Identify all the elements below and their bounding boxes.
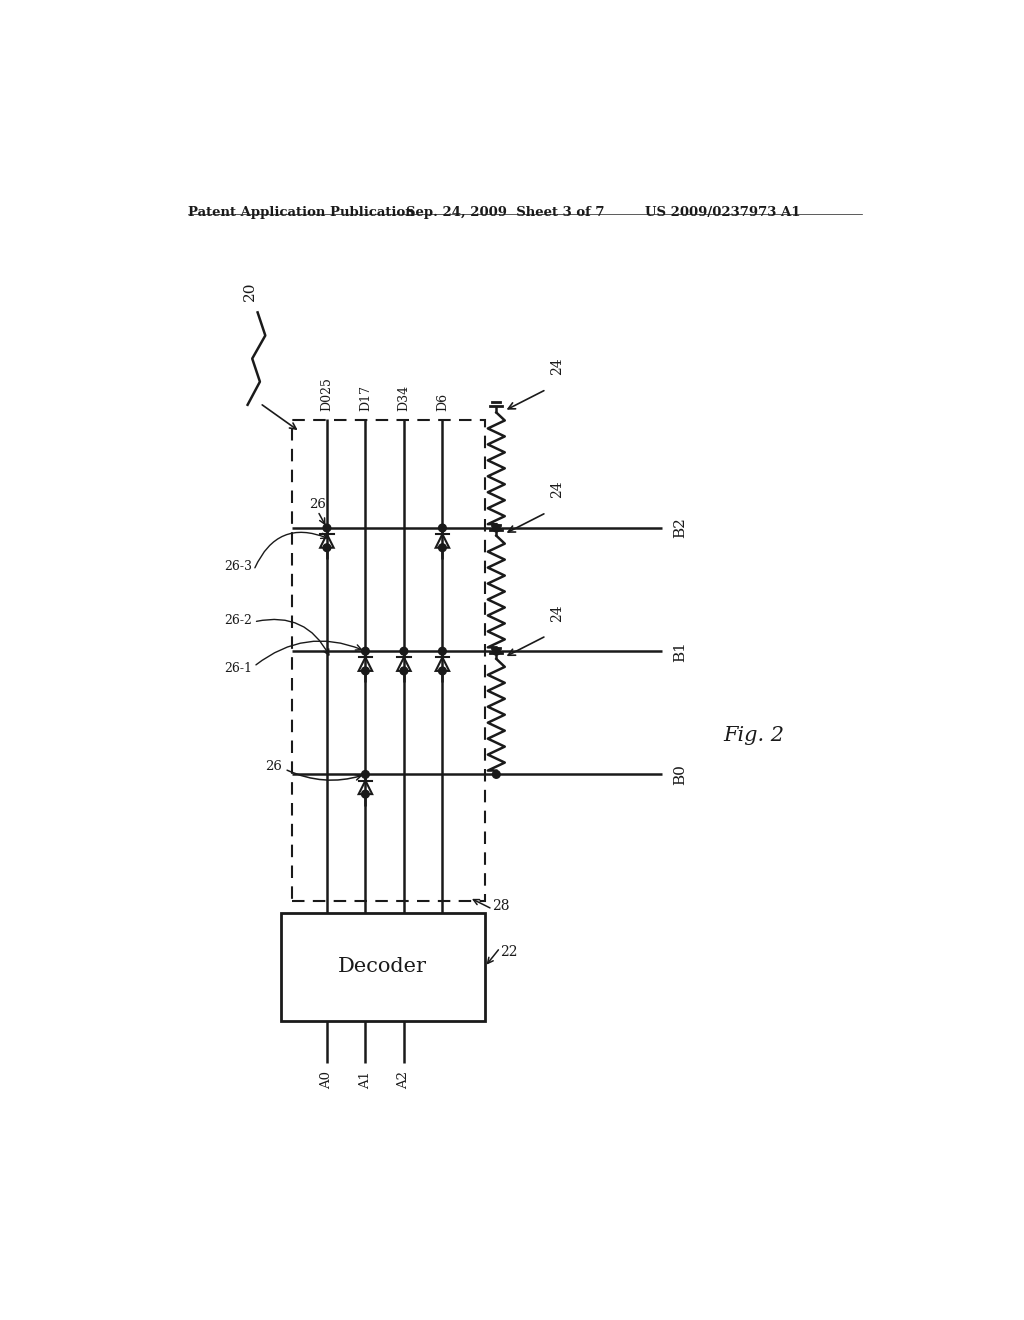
- Circle shape: [361, 667, 370, 675]
- Circle shape: [400, 647, 408, 655]
- Text: B2: B2: [674, 517, 687, 539]
- Text: A1: A1: [358, 1071, 372, 1089]
- Circle shape: [361, 771, 370, 779]
- Circle shape: [493, 524, 500, 532]
- Circle shape: [438, 544, 446, 552]
- Text: 26: 26: [265, 760, 283, 774]
- Bar: [281, 913, 484, 1020]
- Text: 24: 24: [550, 358, 564, 375]
- Bar: [292, 420, 484, 902]
- Circle shape: [438, 667, 446, 675]
- Circle shape: [493, 647, 500, 655]
- Text: 24: 24: [550, 480, 564, 499]
- Circle shape: [323, 544, 331, 552]
- Text: D17: D17: [358, 385, 372, 411]
- Circle shape: [438, 524, 446, 532]
- Text: Decoder: Decoder: [338, 957, 427, 977]
- Text: US 2009/0237973 A1: US 2009/0237973 A1: [645, 206, 801, 219]
- Text: 24: 24: [550, 603, 564, 622]
- Text: 28: 28: [493, 899, 510, 913]
- Text: Patent Application Publication: Patent Application Publication: [188, 206, 415, 219]
- Text: Fig. 2: Fig. 2: [724, 726, 784, 746]
- Text: D34: D34: [397, 385, 411, 411]
- Circle shape: [438, 647, 446, 655]
- Circle shape: [323, 524, 331, 532]
- Text: Sep. 24, 2009  Sheet 3 of 7: Sep. 24, 2009 Sheet 3 of 7: [407, 206, 605, 219]
- Circle shape: [400, 667, 408, 675]
- Text: D6: D6: [436, 393, 449, 411]
- Text: 26: 26: [309, 499, 326, 511]
- Circle shape: [361, 791, 370, 799]
- Text: A0: A0: [321, 1071, 334, 1089]
- Text: 26-1: 26-1: [224, 661, 252, 675]
- Text: 26-2: 26-2: [224, 614, 252, 627]
- Text: 22: 22: [500, 945, 518, 958]
- Text: D025: D025: [321, 378, 334, 411]
- Text: B0: B0: [674, 764, 687, 785]
- Text: A2: A2: [397, 1071, 411, 1089]
- Circle shape: [361, 647, 370, 655]
- Text: 26-3: 26-3: [224, 560, 252, 573]
- Circle shape: [493, 771, 500, 779]
- Text: 20: 20: [243, 281, 257, 301]
- Text: B1: B1: [674, 640, 687, 661]
